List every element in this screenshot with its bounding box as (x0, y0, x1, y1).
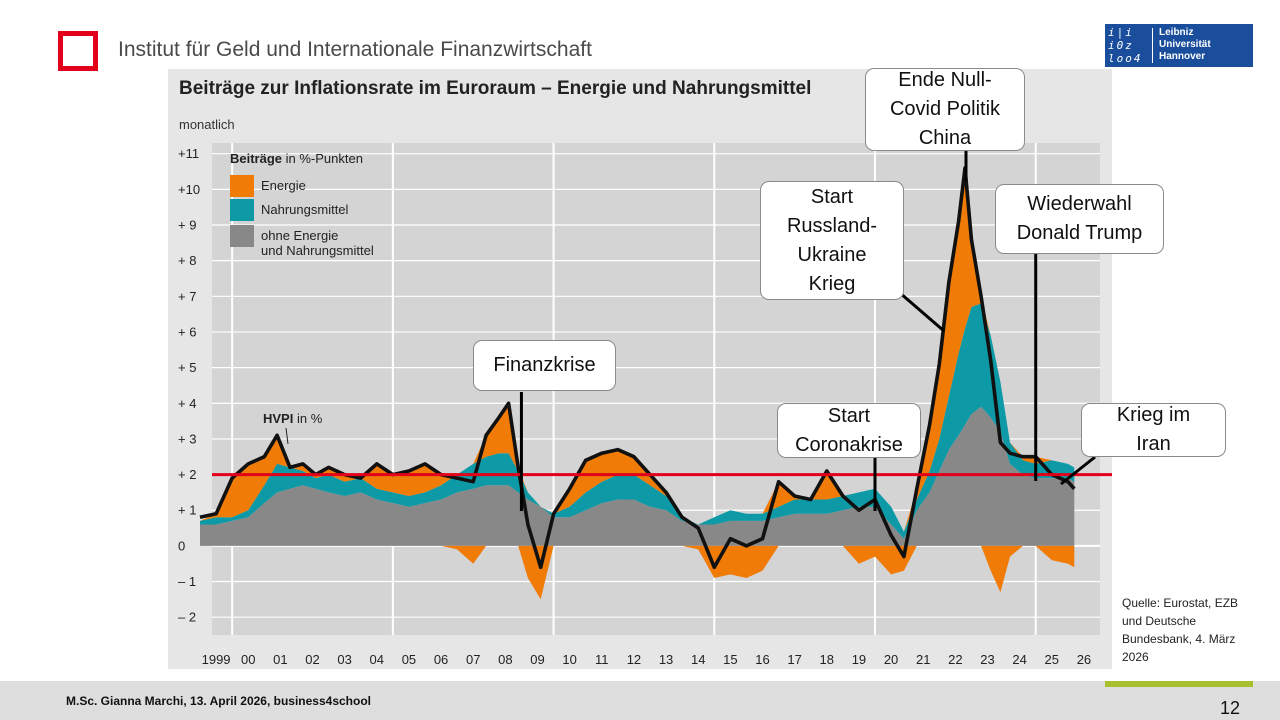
footer: M.Sc. Gianna Marchi, 13. April 2026, bus… (0, 681, 1280, 720)
y-tick-label: 0 (178, 538, 185, 553)
x-tick-label: 1999 (202, 652, 231, 667)
institute-title: Institut für Geld und Internationale Fin… (118, 38, 592, 61)
energy-negative-area (200, 545, 1075, 600)
x-tick-label: 18 (820, 652, 834, 667)
callout-iran: Krieg im Iran (1081, 403, 1226, 457)
x-tick-label: 08 (498, 652, 512, 667)
core-series-area (200, 406, 1075, 546)
x-tick-label: 21 (916, 652, 930, 667)
x-tick-label: 16 (755, 652, 769, 667)
callout-russland-ukraine: Start Russland- Ukraine Krieg (760, 181, 904, 300)
x-tick-label: 12 (627, 652, 641, 667)
hvpi-label-leader (285, 427, 289, 445)
hvpi-line (199, 166, 1076, 570)
chart-subtitle: monatlich (179, 117, 235, 132)
x-tick-label: 15 (723, 652, 737, 667)
inflation-chart: +11 +10 + 9 + 8 + 7 + 6 + 5 + 4 + 3 + 2 + 1 0 – 1 – 2… (168, 141, 1112, 669)
y-tick-label: + 6 (178, 324, 196, 339)
hvpi-label: HVPI in % (263, 411, 323, 426)
legend-title: Beiträge in %-Punkten (230, 151, 363, 166)
x-tick-label: 22 (948, 652, 962, 667)
callout-finanzkrise: Finanzkrise (473, 340, 616, 391)
legend-label-food: Nahrungsmittel (261, 202, 349, 217)
source-note: Quelle: Eurostat, EZB und Deutsche Bunde… (1122, 596, 1239, 664)
y-tick-label: + 7 (178, 289, 196, 304)
x-tick-label: 13 (659, 652, 673, 667)
y-tick-label: +10 (178, 182, 200, 197)
y-tick-label: – 2 (178, 610, 196, 625)
page-number: 12 (1220, 698, 1241, 718)
x-tick-label: 07 (466, 652, 480, 667)
legend-swatch-energy (230, 175, 254, 197)
y-tick-label: + 9 (178, 218, 196, 233)
legend-swatch-core (230, 225, 254, 247)
x-tick-label: 11 (595, 652, 609, 667)
callout-null-covid: Ende Null- Covid Politik China (865, 68, 1025, 151)
university-name: Leibniz Universität Hannover (1159, 27, 1211, 62)
x-tick-label: 23 (980, 652, 994, 667)
y-tick-label: + 8 (178, 253, 196, 268)
institute-logo-icon (58, 31, 98, 71)
y-tick-label: +11 (178, 146, 199, 161)
chart-title: Beiträge zur Inflationsrate im Euroraum … (179, 78, 812, 99)
x-tick-label: 19 (852, 652, 866, 667)
callout-trump: Wiederwahl Donald Trump (995, 184, 1164, 254)
x-tick-label: 14 (691, 652, 705, 667)
callout-coronakrise: Start Coronakrise (777, 403, 921, 458)
y-tick-label: + 2 (178, 467, 196, 482)
x-tick-label: 05 (402, 652, 416, 667)
legend-label-core: und Nahrungsmittel (261, 243, 374, 258)
x-tick-label: 04 (370, 652, 384, 667)
y-tick-label: + 4 (178, 396, 196, 411)
x-tick-label: 10 (562, 652, 576, 667)
legend-swatch-food (230, 199, 254, 221)
x-tick-label: 17 (787, 652, 801, 667)
x-tick-label: 20 (884, 652, 898, 667)
y-tick-label: + 1 (178, 503, 196, 518)
x-tick-label: 26 (1077, 652, 1091, 667)
footer-author: M.Sc. Gianna Marchi, 13. April 2026, bus… (66, 694, 371, 708)
legend-label-core: ohne Energie (261, 228, 338, 243)
x-tick-label: 24 (1012, 652, 1026, 667)
y-tick-label: + 5 (178, 360, 196, 375)
x-tick-label: 06 (434, 652, 448, 667)
x-tick-label: 02 (305, 652, 319, 667)
annotation-connector (1060, 455, 1096, 486)
x-tick-label: 09 (530, 652, 544, 667)
x-tick-label: 01 (273, 652, 287, 667)
university-logo: i|i i0z loo4 Leibniz Universität Hannover (1105, 24, 1253, 67)
legend-label-energy: Energie (261, 178, 306, 193)
x-tick-label: 00 (241, 652, 255, 667)
y-tick-label: – 1 (178, 574, 196, 589)
annotation-connector (899, 291, 945, 333)
y-tick-label: + 3 (178, 431, 196, 446)
footer-accent-line (1105, 681, 1253, 687)
x-tick-label: 25 (1045, 652, 1059, 667)
x-tick-label: 03 (337, 652, 351, 667)
university-emblem-icon: i|i i0z loo4 (1108, 26, 1143, 65)
